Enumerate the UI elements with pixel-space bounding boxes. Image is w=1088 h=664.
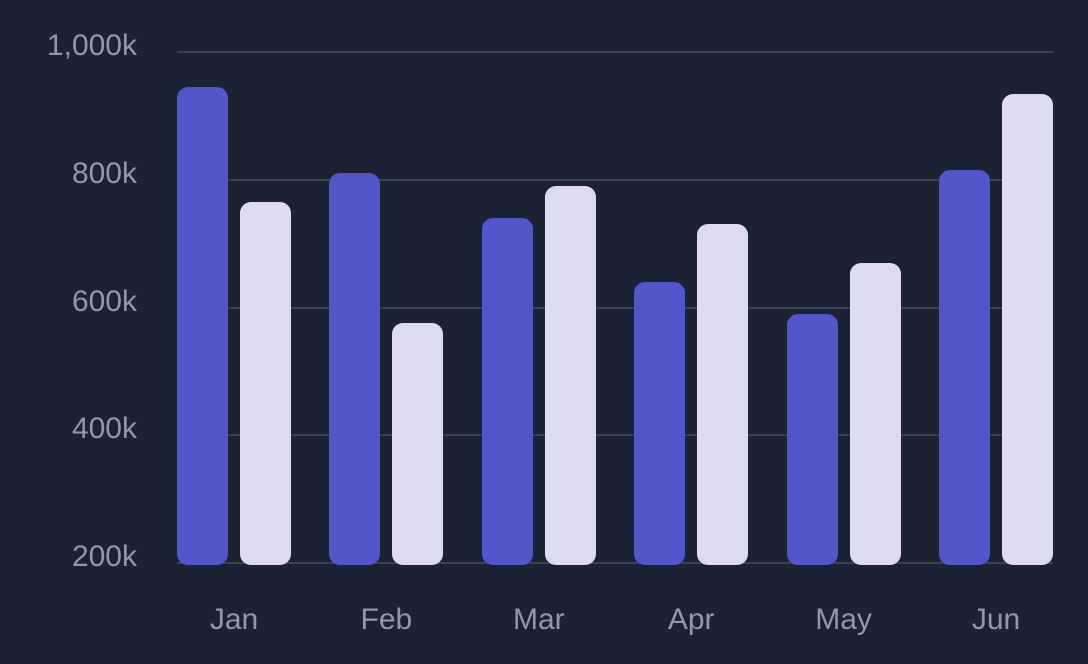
- bar-may-series-primary[interactable]: [786, 313, 838, 565]
- y-tick-label: 600k: [71, 284, 137, 318]
- bar-group-may: May: [786, 52, 901, 636]
- bar-group-mar: Mar: [481, 52, 596, 636]
- x-tick-label: Jun: [971, 603, 1021, 636]
- x-tick-label: Jan: [209, 603, 259, 636]
- gridline-1,000k: [177, 51, 1053, 53]
- bar-group-feb: Feb: [329, 52, 444, 636]
- bar-jun-series-secondary[interactable]: [1002, 93, 1053, 565]
- bar-group-apr: Apr: [634, 52, 749, 636]
- x-tick-label: Feb: [360, 603, 413, 636]
- y-tick-label: 1,000k: [46, 29, 137, 62]
- y-tick-label: 800k: [71, 156, 137, 190]
- gridline-800k: [177, 178, 1053, 181]
- y-tick-label: 200k: [71, 540, 137, 573]
- gridline-400k: [177, 434, 1053, 437]
- bar-group-jun: Jun: [939, 52, 1053, 636]
- x-tick-label: May: [815, 603, 872, 636]
- bar-may-series-secondary[interactable]: [849, 262, 901, 565]
- bar-feb-series-primary[interactable]: [329, 173, 381, 565]
- gridline-600k: [177, 306, 1053, 309]
- bar-feb-series-secondary[interactable]: [392, 323, 444, 565]
- bar-mar-series-primary[interactable]: [481, 218, 533, 565]
- bar-apr-series-secondary[interactable]: [697, 224, 749, 565]
- gridline-200k: [177, 562, 1053, 564]
- x-tick-label: Mar: [512, 603, 565, 636]
- bar-jun-series-primary[interactable]: [939, 170, 990, 565]
- bar-mar-series-secondary[interactable]: [544, 186, 596, 565]
- x-tick-label: Apr: [667, 603, 715, 636]
- bar-apr-series-primary[interactable]: [634, 281, 686, 565]
- bar-jan-series-primary[interactable]: [177, 87, 228, 565]
- plot-area: Jan Feb Mar Apr May Jun: [177, 51, 1053, 636]
- bar-jan-series-secondary[interactable]: [240, 202, 291, 565]
- bar-group-jan: Jan: [177, 52, 291, 636]
- y-tick-label: 400k: [71, 412, 137, 446]
